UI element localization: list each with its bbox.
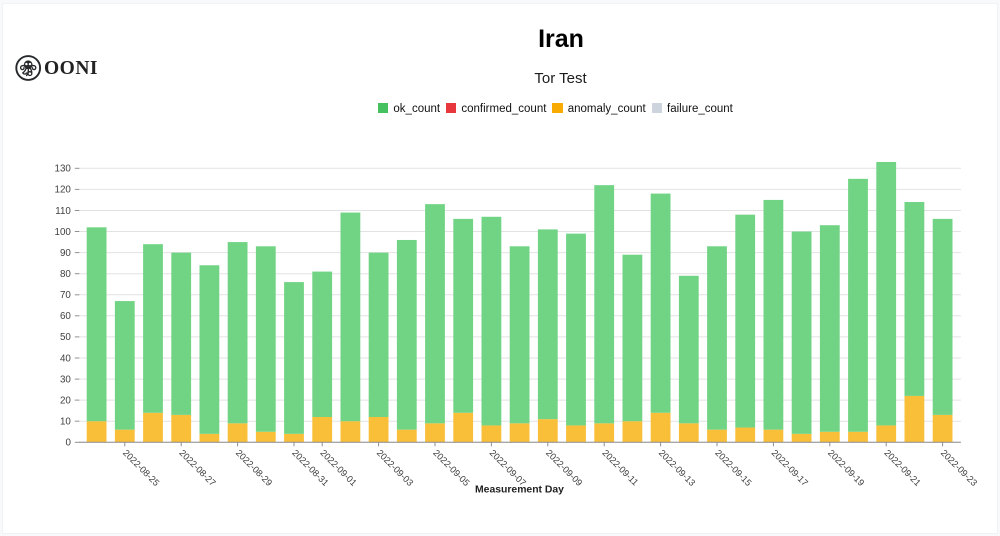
- svg-text:30: 30: [60, 374, 71, 385]
- svg-text:2022-09-13: 2022-09-13: [657, 448, 697, 488]
- svg-text:2022-09-05: 2022-09-05: [431, 448, 471, 488]
- svg-text:110: 110: [55, 206, 71, 217]
- svg-text:2022-08-25: 2022-08-25: [121, 448, 161, 488]
- svg-text:2022-09-03: 2022-09-03: [375, 448, 415, 488]
- svg-text:60: 60: [60, 311, 71, 322]
- svg-text:0: 0: [65, 438, 71, 449]
- svg-text:2022-09-19: 2022-09-19: [826, 448, 866, 488]
- svg-text:2022-09-21: 2022-09-21: [882, 448, 922, 488]
- svg-text:2022-08-29: 2022-08-29: [234, 448, 274, 488]
- svg-text:90: 90: [60, 248, 71, 259]
- svg-text:2022-09-11: 2022-09-11: [600, 448, 640, 488]
- svg-text:2022-08-27: 2022-08-27: [177, 448, 217, 488]
- svg-text:50: 50: [60, 332, 71, 343]
- svg-text:120: 120: [55, 185, 72, 196]
- svg-text:2022-09-15: 2022-09-15: [713, 448, 753, 488]
- svg-text:Measurement Day: Measurement Day: [475, 485, 564, 496]
- svg-text:40: 40: [60, 353, 71, 364]
- svg-text:80: 80: [60, 269, 71, 280]
- svg-text:2022-09-23: 2022-09-23: [939, 448, 979, 488]
- svg-text:2022-09-17: 2022-09-17: [770, 448, 810, 488]
- svg-text:2022-09-09: 2022-09-09: [544, 448, 584, 488]
- svg-text:70: 70: [60, 290, 71, 301]
- svg-text:10: 10: [60, 417, 71, 428]
- svg-text:2022-09-07: 2022-09-07: [488, 448, 528, 488]
- svg-text:130: 130: [55, 164, 72, 175]
- svg-text:20: 20: [60, 395, 71, 406]
- svg-text:100: 100: [55, 227, 72, 238]
